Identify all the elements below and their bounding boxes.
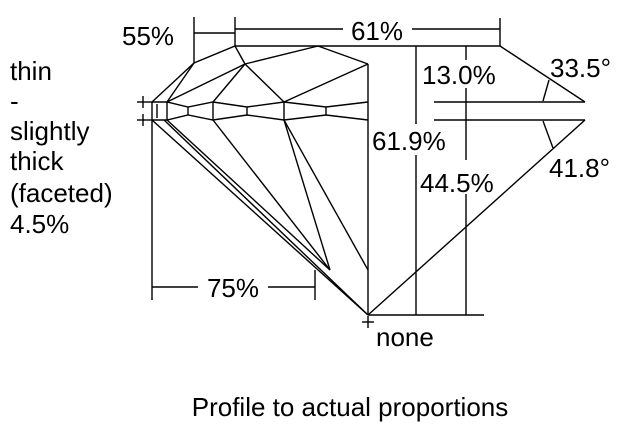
- girdle-label-line: slightly: [10, 116, 89, 146]
- label-lower-half: 75%: [207, 273, 259, 303]
- label-crown-angle: 33.5°: [550, 53, 611, 83]
- caption: Profile to actual proportions: [192, 392, 509, 422]
- girdle: [137, 64, 369, 315]
- label-pavilion-angle: 41.8°: [549, 153, 610, 183]
- girdle-label-line: thick: [10, 146, 64, 176]
- girdle-label-line: 4.5%: [10, 209, 69, 239]
- label-55: 55%: [122, 21, 174, 51]
- label-culet: none: [376, 322, 434, 352]
- girdle-label-line: (faceted): [10, 178, 113, 208]
- pavilion-outline: [151, 119, 586, 328]
- girdle-label: thin - slightly thick (faceted) 4.5%: [10, 56, 113, 239]
- label-crown-height: 13.0%: [422, 60, 496, 90]
- dimension-lines: [151, 17, 585, 316]
- label-total-depth: 61.9%: [372, 126, 446, 156]
- label-pavilion-depth: 44.5%: [420, 168, 494, 198]
- girdle-label-line: thin: [10, 56, 52, 86]
- label-table: 61%: [351, 16, 403, 46]
- girdle-label-line: -: [10, 86, 19, 116]
